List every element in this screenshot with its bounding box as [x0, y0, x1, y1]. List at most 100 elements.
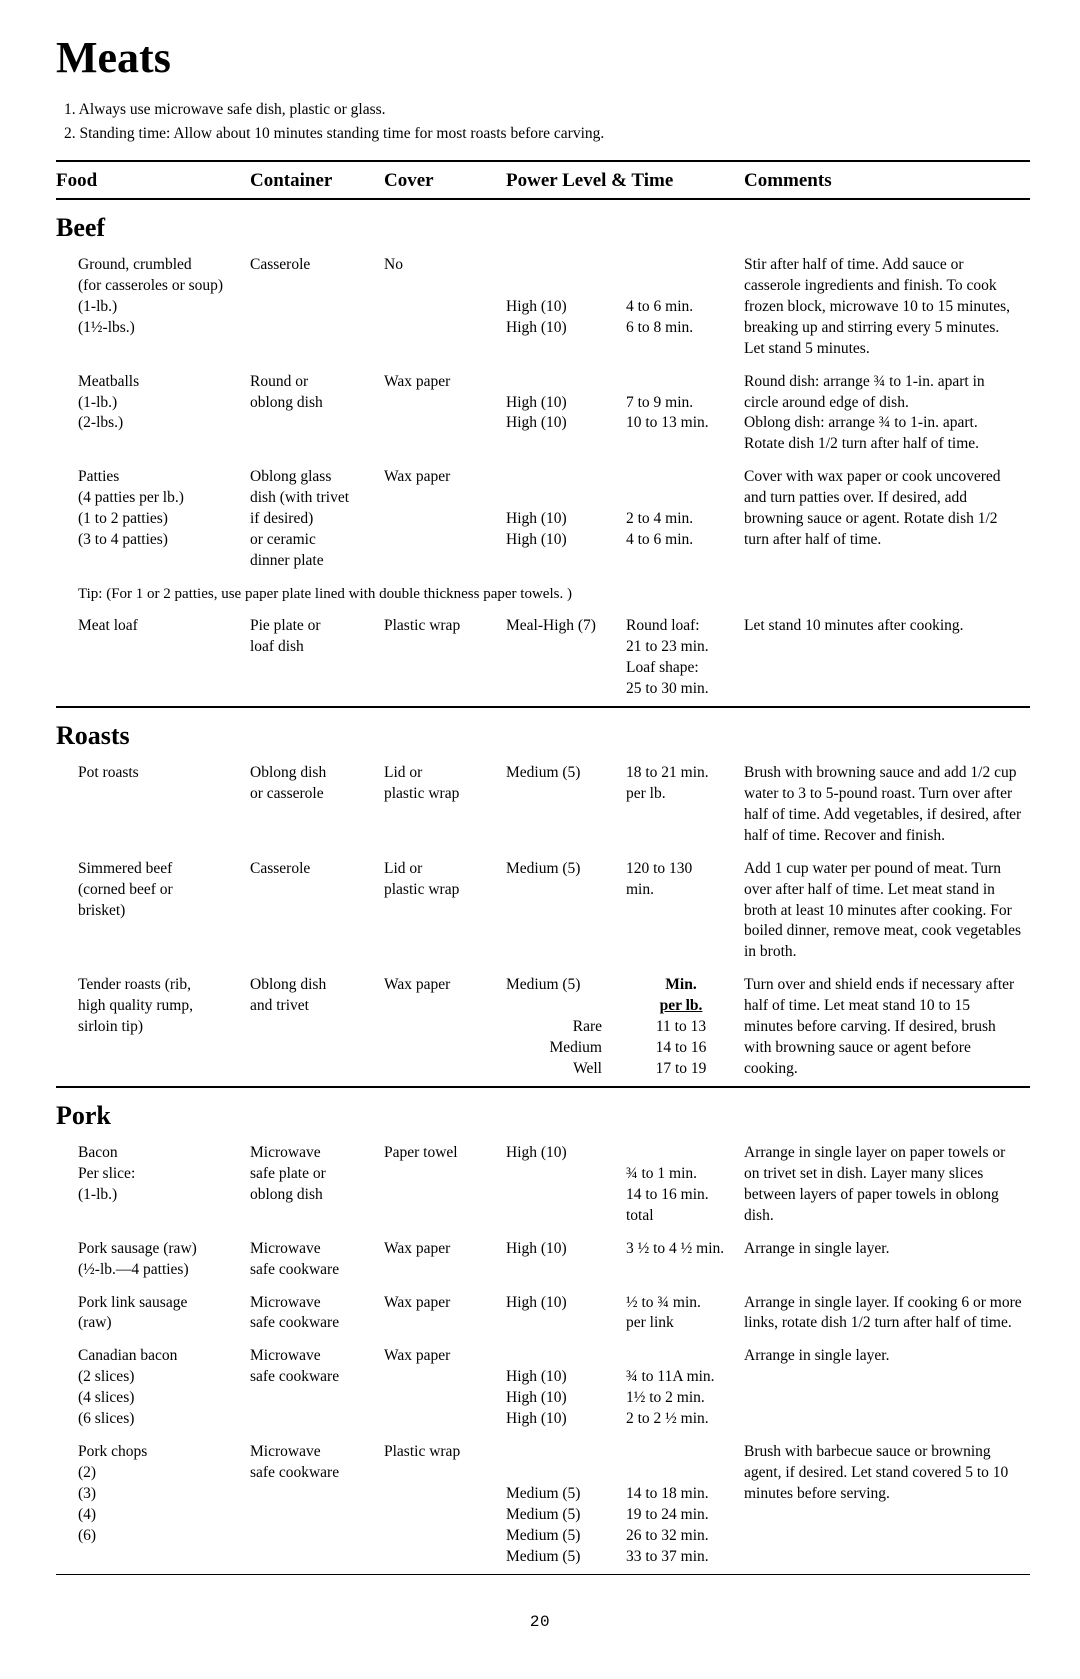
food-sub: high quality rump,: [78, 996, 242, 1017]
time: 19 to 24 min.: [626, 1505, 736, 1526]
power: Medium (5): [506, 763, 618, 784]
food-name: Pork sausage (raw): [78, 1239, 242, 1260]
food-sub: (1 to 2 patties): [78, 509, 242, 530]
food-sub: brisket): [78, 901, 242, 922]
row-pot-roasts: Pot roasts Oblong dish or casserole Lid …: [56, 757, 1030, 853]
container: Microwave: [250, 1346, 376, 1367]
container: if desired): [250, 509, 376, 530]
time: Loaf shape:: [626, 658, 736, 679]
intro-notes: 1. Always use microwave safe dish, plast…: [64, 99, 1024, 146]
container: safe cookware: [250, 1367, 376, 1388]
row-simmered-beef: Simmered beef (corned beef or brisket) C…: [56, 853, 1030, 970]
note-1: 1. Always use microwave safe dish, plast…: [64, 99, 1024, 121]
power: High (10): [506, 318, 618, 339]
food-sub: (corned beef or: [78, 880, 242, 901]
container: safe cookware: [250, 1313, 376, 1334]
container: loaf dish: [250, 637, 376, 658]
comments: Brush with barbecue sauce or browning ag…: [744, 1443, 1008, 1502]
food-sub: Per slice:: [78, 1164, 242, 1185]
time: 120 to 130: [626, 859, 736, 880]
power: High (10): [506, 1143, 618, 1164]
comments: Round dish: arrange ¾ to 1-in. apart in …: [744, 373, 985, 453]
header-container: Container: [250, 161, 384, 199]
cover: Wax paper: [384, 467, 498, 488]
food-sub: sirloin tip): [78, 1017, 242, 1038]
food-sub: (1½-lbs.): [78, 318, 242, 339]
food-name: Bacon: [78, 1143, 242, 1164]
container: oblong dish: [250, 1185, 376, 1206]
time: min.: [626, 880, 736, 901]
time-head: Min.: [626, 975, 736, 996]
power: Medium (5): [506, 1505, 618, 1526]
section-pork: Pork: [56, 1087, 1030, 1137]
container: Oblong dish: [250, 763, 376, 784]
time: 11 to 13: [626, 1017, 736, 1038]
time: 14 to 18 min.: [626, 1484, 736, 1505]
container: Microwave: [250, 1442, 376, 1463]
food-sub: (6): [78, 1526, 242, 1547]
container: oblong dish: [250, 393, 376, 414]
power: High (10): [506, 393, 618, 414]
food-name: Ground, crumbled: [78, 255, 242, 276]
container: Oblong glass: [250, 467, 376, 488]
food-sub: (2 slices): [78, 1367, 242, 1388]
cover: Wax paper: [384, 975, 498, 996]
power: High (10): [506, 1409, 618, 1430]
food-name: Meat loaf: [78, 616, 242, 637]
comments: Arrange in single layer. If cooking 6 or…: [744, 1294, 1022, 1332]
row-bacon: Bacon Per slice: (1-lb.) Microwave safe …: [56, 1137, 1030, 1233]
food-name: Patties: [78, 467, 242, 488]
header-power-time: Power Level & Time: [506, 161, 744, 199]
section-pork-title: Pork: [56, 1101, 111, 1130]
row-pork-sausage-raw: Pork sausage (raw) (½-lb.—4 patties) Mic…: [56, 1233, 1030, 1287]
power: High (10): [506, 413, 618, 434]
time: 18 to 21 min.: [626, 763, 736, 784]
power: High (10): [506, 530, 618, 551]
food-name: Pork chops: [78, 1442, 242, 1463]
row-canadian-bacon: Canadian bacon (2 slices) (4 slices) (6 …: [56, 1340, 1030, 1436]
container: or casserole: [250, 784, 376, 805]
food-sub: (for casseroles or soup): [78, 276, 242, 297]
cover: Lid or: [384, 859, 498, 880]
cover: Paper towel: [384, 1143, 498, 1164]
time: 10 to 13 min.: [626, 413, 736, 434]
power: High (10): [506, 509, 618, 530]
doneness: Medium: [506, 1038, 618, 1059]
container: dish (with trivet: [250, 488, 376, 509]
time: ¾ to 11A min.: [626, 1367, 736, 1388]
section-roasts: Roasts: [56, 707, 1030, 757]
power: Medium (5): [506, 859, 618, 880]
time: ¾ to 1 min.: [626, 1164, 736, 1185]
cover: plastic wrap: [384, 880, 498, 901]
row-ground-beef: Ground, crumbled (for casseroles or soup…: [56, 249, 1030, 366]
power: Medium (5): [506, 1526, 618, 1547]
row-patties: Patties (4 patties per lb.) (1 to 2 patt…: [56, 461, 1030, 578]
tip-text: Tip: (For 1 or 2 patties, use paper plat…: [78, 586, 572, 602]
time: 4 to 6 min.: [626, 530, 736, 551]
comments: Stir after half of time. Add sauce or ca…: [744, 256, 1010, 357]
container: dinner plate: [250, 551, 376, 572]
cover: plastic wrap: [384, 784, 498, 805]
comments: Add 1 cup water per pound of meat. Turn …: [744, 860, 1021, 961]
container: Oblong dish: [250, 975, 376, 996]
cover: Plastic wrap: [384, 616, 498, 637]
container: Microwave: [250, 1293, 376, 1314]
food-sub: (1-lb.): [78, 393, 242, 414]
power: High (10): [506, 1367, 618, 1388]
food-name: Simmered beef: [78, 859, 242, 880]
comments: Arrange in single layer.: [744, 1240, 889, 1257]
comments: Brush with browning sauce and add 1/2 cu…: [744, 764, 1021, 844]
time: 2 to 2 ½ min.: [626, 1409, 736, 1430]
divider: [56, 1574, 1030, 1575]
row-tip: Tip: (For 1 or 2 patties, use paper plat…: [56, 578, 1030, 610]
container: Microwave: [250, 1239, 376, 1260]
time: 21 to 23 min.: [626, 637, 736, 658]
row-pork-chops: Pork chops (2) (3) (4) (6) Microwave saf…: [56, 1436, 1030, 1574]
power: Meal-High (7): [506, 616, 618, 637]
doneness: Well: [506, 1059, 618, 1080]
food-sub: (6 slices): [78, 1409, 242, 1430]
comments: Arrange in single layer.: [744, 1347, 889, 1364]
container: Casserole: [250, 859, 376, 880]
time: per lb.: [626, 784, 736, 805]
time: 1½ to 2 min.: [626, 1388, 736, 1409]
